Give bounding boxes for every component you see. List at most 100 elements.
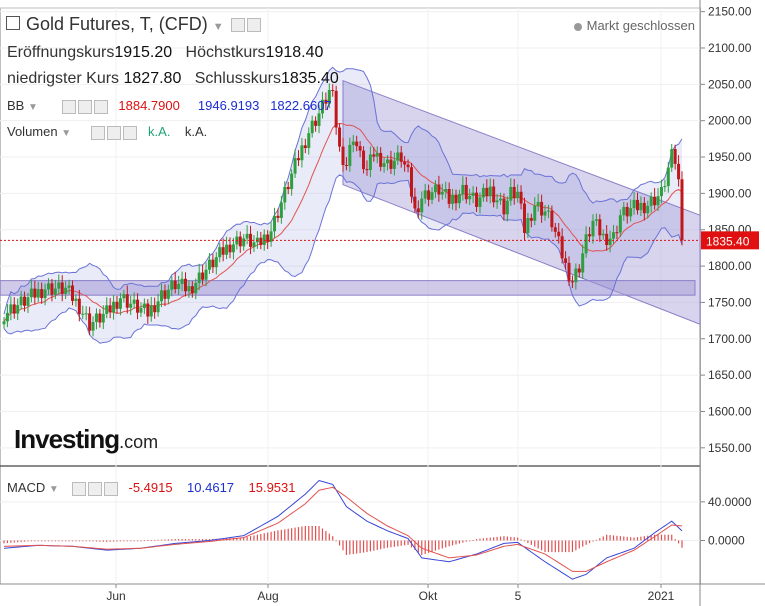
candle (26, 297, 30, 306)
candle (409, 167, 413, 197)
price-tick-label: 1900.00 (708, 186, 752, 200)
candle (139, 308, 143, 313)
candle (625, 206, 629, 217)
macd-histogram-bar (530, 540, 532, 545)
price-tick-label: 1550.00 (708, 441, 752, 455)
macd-histogram-bar (143, 540, 145, 542)
macd-histogram-bar (499, 536, 502, 541)
macd-visibility-icon[interactable] (71, 481, 86, 496)
visibility-icon[interactable] (230, 18, 245, 33)
macd-histogram-bar (294, 527, 296, 541)
macd-close-icon[interactable] (103, 481, 118, 496)
bb-dropdown-icon[interactable]: ▼ (27, 102, 38, 113)
gear-icon[interactable] (246, 18, 261, 33)
macd-histogram-bar (506, 536, 508, 541)
macd-histogram-bar (455, 540, 457, 545)
price-tick-label: 1950.00 (708, 150, 752, 164)
candle (605, 233, 609, 245)
macd-histogram-bar (585, 540, 587, 545)
macd-histogram-bar (554, 540, 556, 553)
candle (437, 184, 441, 195)
macd-label[interactable]: MACD (7, 480, 46, 495)
macd-histogram-bar (102, 540, 104, 542)
macd-histogram-bar (178, 539, 180, 541)
candle (649, 196, 653, 206)
candle (577, 268, 581, 273)
macd-histogram-bar (677, 540, 680, 544)
macd-histogram-bar (17, 540, 19, 543)
macd-histogram-bar (27, 540, 29, 542)
macd-histogram-bar (184, 539, 187, 541)
candle (492, 186, 496, 203)
macd-signal-line (3, 486, 683, 572)
macd-histogram-bar (674, 539, 676, 541)
macd-histogram-bar (414, 540, 416, 550)
macd-histogram-bar (51, 540, 53, 542)
candle (502, 198, 506, 215)
candle (522, 203, 526, 233)
candle (88, 313, 92, 331)
volume-gear-icon[interactable] (107, 125, 122, 140)
candle (245, 233, 249, 239)
macd-histogram-bar (112, 540, 115, 542)
candle (283, 186, 287, 203)
candle (77, 298, 81, 315)
candle (399, 152, 403, 162)
price-tick-label: 1650.00 (708, 368, 752, 382)
candle (362, 150, 366, 170)
candle (457, 194, 461, 204)
candle (653, 196, 657, 206)
bb-visibility-icon[interactable] (61, 99, 76, 114)
bb-close-icon[interactable] (93, 99, 108, 114)
macd-histogram-bar (99, 540, 101, 542)
macd-histogram-bar (13, 540, 15, 543)
macd-histogram-bar (517, 537, 519, 541)
candle (612, 232, 616, 239)
candle (519, 191, 523, 204)
candle (581, 253, 585, 273)
macd-histogram-bar (284, 529, 286, 541)
volume-visibility-icon[interactable] (91, 125, 106, 140)
macd-histogram-bar (606, 534, 608, 541)
macd-histogram-bar (232, 538, 235, 541)
candle (673, 149, 677, 164)
ohlc-row-1: Eröffnungskurs1915.20 Höchstkurs1918.40 (7, 44, 323, 62)
macd-histogram-bar (386, 540, 389, 548)
candle (5, 312, 9, 322)
macd-histogram-bar (256, 534, 258, 541)
candle (149, 305, 153, 317)
macd-histogram-bar (280, 529, 282, 541)
macd-histogram-bar (383, 540, 385, 549)
candle (440, 191, 444, 195)
time-tick-label: Okt (419, 589, 438, 603)
candle (33, 288, 37, 298)
volume-label[interactable]: Volumen (7, 124, 58, 139)
macd-histogram-bar (68, 540, 70, 542)
candle (177, 283, 181, 290)
macd-histogram-bar (616, 535, 618, 541)
bb-gear-icon[interactable] (77, 99, 92, 114)
macd-histogram-bar (558, 540, 560, 553)
title-dropdown-icon[interactable]: ▼ (212, 21, 224, 33)
macd-histogram-bar (85, 540, 87, 542)
macd-histogram-bar (434, 540, 437, 551)
macd-histogram-bar (335, 540, 337, 542)
candle (43, 289, 47, 299)
macd-histogram-bar (315, 526, 317, 541)
candle (310, 120, 314, 134)
candle (142, 303, 146, 309)
macd-dropdown-icon[interactable]: ▼ (48, 484, 59, 495)
macd-histogram-bar (304, 526, 306, 541)
candle (618, 215, 622, 233)
candle (635, 199, 639, 211)
bb-label[interactable]: BB (7, 98, 25, 113)
macd-histogram-bar (595, 539, 597, 541)
macd-histogram-bar (541, 540, 543, 551)
macd-gear-icon[interactable] (87, 481, 102, 496)
collapse-icon[interactable] (6, 16, 20, 31)
macd-histogram-bar (445, 540, 447, 548)
volume-dropdown-icon[interactable]: ▼ (61, 128, 72, 139)
macd-histogram-bar (599, 538, 601, 541)
macd-histogram-bar (270, 531, 272, 541)
volume-close-icon[interactable] (123, 125, 138, 140)
